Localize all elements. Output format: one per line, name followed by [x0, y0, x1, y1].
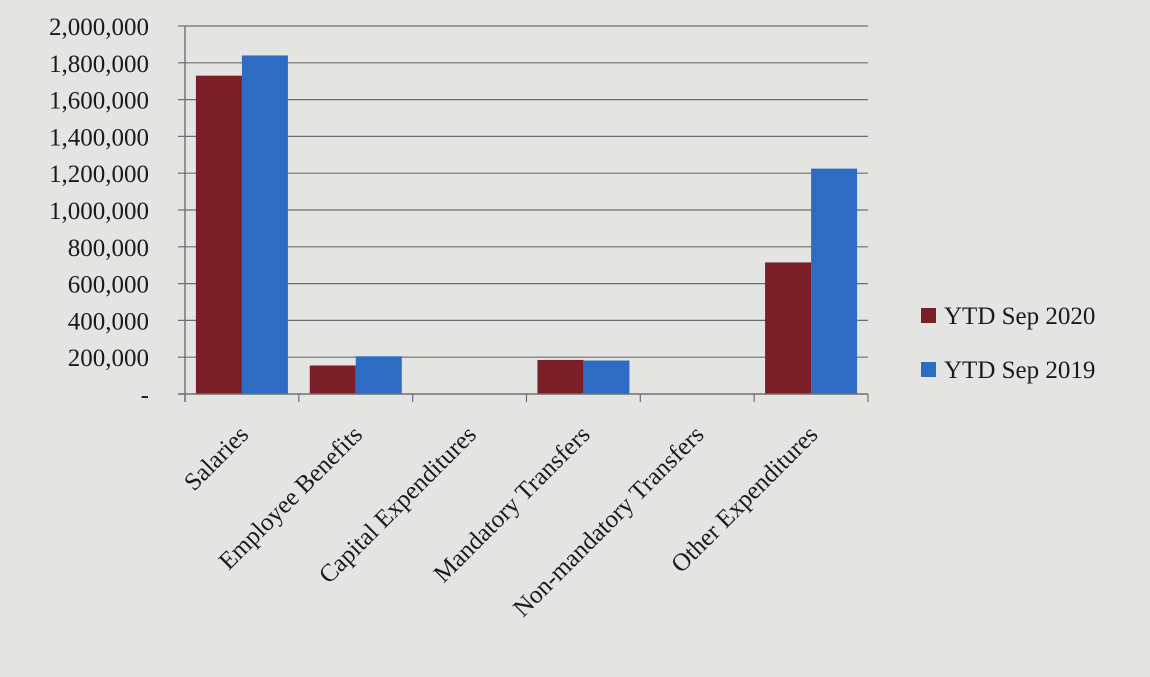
legend: YTD Sep 2020 YTD Sep 2019 — [921, 303, 1095, 384]
y-tick-label: 600,000 — [68, 272, 149, 299]
bar-ytd-sep-2020 — [309, 365, 356, 394]
bar-ytd-sep-2020 — [195, 75, 242, 395]
y-tick-label: 400,000 — [68, 308, 149, 335]
y-tick-label: 2,000,000 — [49, 14, 149, 41]
legend-swatch — [921, 308, 936, 323]
y-tick-label: 1,000,000 — [49, 198, 149, 225]
y-tick-label: 1,400,000 — [49, 124, 149, 151]
x-category-label: Non-mandatory Transfers — [508, 421, 709, 622]
y-tick-label: 1,800,000 — [49, 51, 149, 78]
axes — [178, 25, 869, 402]
legend-swatch — [921, 362, 936, 377]
x-category-label: Salaries — [179, 421, 254, 496]
bar-ytd-sep-2019 — [241, 55, 288, 394]
gridlines — [185, 25, 868, 358]
bar-ytd-sep-2020 — [765, 262, 812, 394]
bar-ytd-sep-2019 — [811, 168, 858, 394]
bars — [195, 55, 858, 395]
bar-ytd-sep-2019 — [583, 360, 630, 394]
legend-label: YTD Sep 2020 — [944, 303, 1095, 330]
bar-ytd-sep-2019 — [355, 356, 402, 394]
y-tick-label: 200,000 — [68, 345, 149, 372]
y-tick-label: 1,200,000 — [49, 161, 149, 188]
bar-ytd-sep-2020 — [537, 359, 584, 394]
y-tick-labels: - 200,000 400,000 600,000 800,000 1,000,000 1,… — [49, 14, 149, 409]
y-tick-label: - — [141, 382, 149, 409]
y-tick-label: 800,000 — [68, 235, 149, 262]
legend-label: YTD Sep 2019 — [944, 357, 1095, 384]
y-tick-label: 1,600,000 — [49, 88, 149, 115]
